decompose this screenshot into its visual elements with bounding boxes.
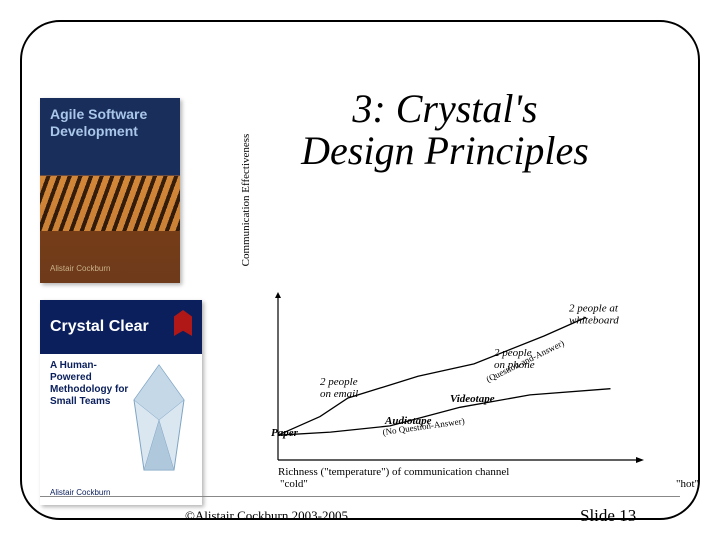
title-line-2: Design Principles (301, 128, 589, 173)
svg-text:2 people: 2 people (320, 376, 358, 388)
chart-hot-label: "hot" (676, 478, 699, 490)
book1-cover-art (40, 176, 180, 231)
chart-x-caption: Richness ("temperature") of communicatio… (278, 466, 618, 478)
book1-title: Agile Software Development (40, 98, 180, 148)
svg-text:whiteboard: whiteboard (569, 314, 619, 326)
chart-cold-label: "cold" (280, 478, 308, 490)
svg-text:Videotape: Videotape (450, 393, 495, 405)
slide-title: 3: Crystal's Design Principles (215, 88, 675, 172)
book2-title: Crystal Clear (40, 318, 149, 336)
svg-text:2 people at: 2 people at (569, 302, 619, 314)
svg-text:on email: on email (320, 388, 358, 400)
communication-effectiveness-chart: PaperAudiotapeVideotape2 peopleon email2… (260, 290, 660, 470)
book-agile-software-development: Agile Software Development Alistair Cock… (40, 98, 180, 283)
svg-text:Paper: Paper (271, 427, 299, 439)
chart-y-axis-label: Communication Effectiveness (240, 110, 252, 290)
title-line-1: 3: Crystal's (352, 86, 537, 131)
book2-cover-art (124, 360, 194, 480)
footer-copyright: ©Alistair Cockburn 2003-2005 (185, 508, 348, 524)
footer-slide-number: Slide 13 (580, 506, 636, 526)
book1-author: Alistair Cockburn (50, 264, 110, 273)
book-crystal-clear: Crystal Clear A Human-Powered Methodolog… (40, 300, 202, 505)
footer-separator (40, 496, 680, 497)
book2-subtitle: A Human-Powered Methodology for Small Te… (50, 360, 130, 408)
